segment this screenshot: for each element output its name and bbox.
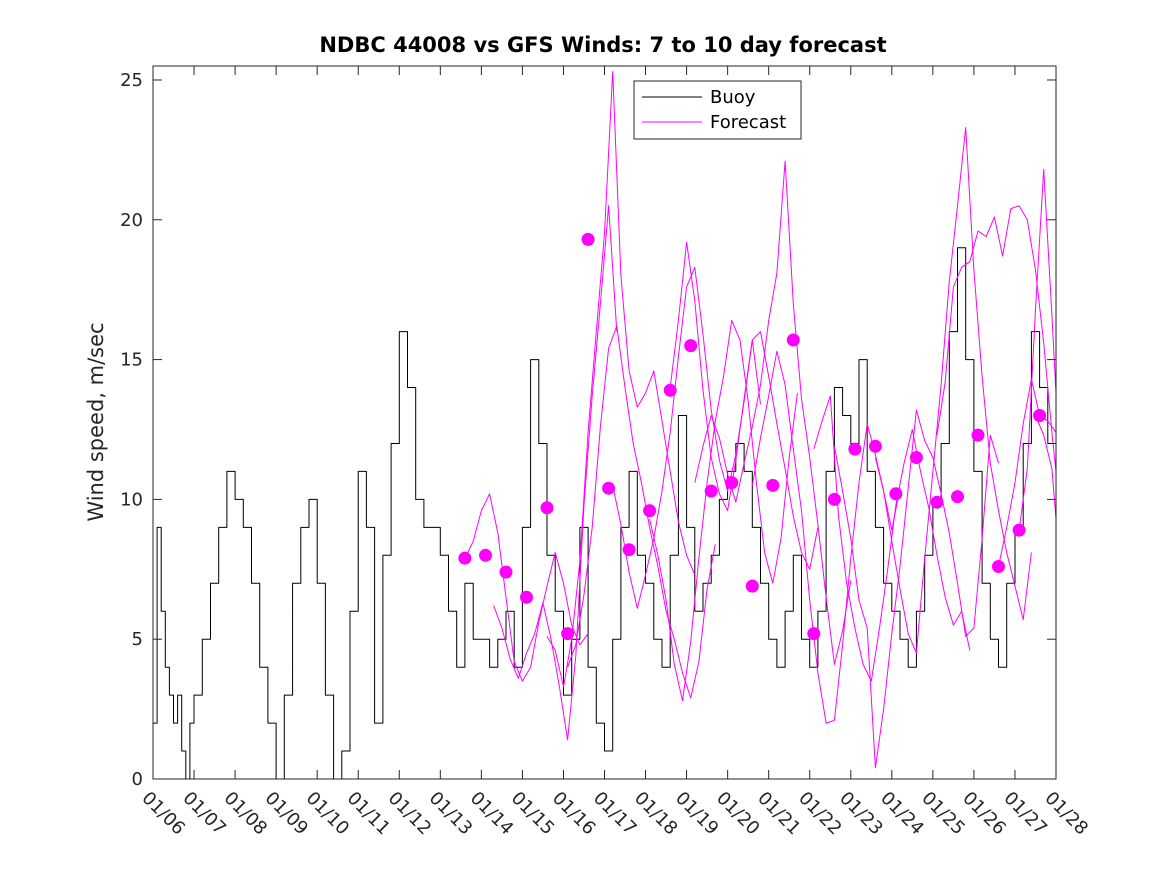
y-tick-label: 10 xyxy=(120,489,143,510)
forecast-point xyxy=(951,490,964,504)
legend-label-forecast: Forecast xyxy=(710,112,786,133)
forecast-point xyxy=(540,501,554,515)
forecast-point xyxy=(520,590,533,604)
forecast-point xyxy=(930,495,944,509)
forecast-line-13 xyxy=(936,205,1057,472)
forecast-point xyxy=(479,548,492,562)
forecast-point xyxy=(766,478,780,492)
legend-box xyxy=(633,80,802,140)
forecast-point xyxy=(499,565,513,579)
y-tick-label: 20 xyxy=(120,210,143,231)
forecast-line-12 xyxy=(874,127,1032,654)
forecast-line-8 xyxy=(694,160,852,665)
forecast-markers xyxy=(458,232,1047,641)
y-axis-label: Wind speed, m/sec xyxy=(84,322,108,521)
forecast-point xyxy=(909,451,923,464)
forecast-line-11 xyxy=(833,409,999,769)
legend-label-buoy: Buoy xyxy=(710,87,756,108)
y-tick-label: 5 xyxy=(132,629,143,650)
forecast-line-6 xyxy=(649,319,798,702)
forecast-point xyxy=(458,551,472,565)
forecast-point xyxy=(581,232,595,246)
forecast-point xyxy=(1033,409,1047,422)
forecast-line-2 xyxy=(493,205,618,741)
forecast-point xyxy=(868,439,882,453)
buoy-line xyxy=(153,247,1057,780)
forecast-point xyxy=(663,383,677,397)
forecast-line-3 xyxy=(546,71,696,688)
forecast-point xyxy=(1012,523,1026,537)
forecast-point xyxy=(807,627,821,641)
forecast-point xyxy=(684,339,698,353)
chart-title: NDBC 44008 vs GFS Winds: 7 to 10 day for… xyxy=(319,33,886,57)
forecast-line-5 xyxy=(612,266,761,609)
forecast-line-16 xyxy=(1035,415,1057,520)
forecast-line-1 xyxy=(464,493,589,682)
forecast-point xyxy=(992,560,1005,573)
forecast-point xyxy=(704,484,718,498)
forecast-point xyxy=(561,627,575,641)
forecast-line-7 xyxy=(669,241,819,570)
forecast-line-9 xyxy=(751,350,901,724)
y-tick-label: 0 xyxy=(132,769,143,790)
forecast-point xyxy=(725,476,739,490)
y-tick-label: 15 xyxy=(120,350,143,371)
forecast-line-14 xyxy=(998,378,1057,567)
forecast-point xyxy=(745,579,759,593)
forecast-point xyxy=(643,504,657,518)
forecast-point xyxy=(602,481,616,495)
forecast-point xyxy=(786,333,800,347)
forecast-line-10 xyxy=(813,395,971,682)
forecast-line-4 xyxy=(567,325,716,699)
forecast-point xyxy=(827,492,841,506)
legend: Buoy Forecast xyxy=(633,80,802,140)
forecast-point xyxy=(971,428,985,442)
forecast-line-15 xyxy=(1018,169,1057,531)
plot-area xyxy=(153,66,1056,779)
forecast-point xyxy=(622,543,636,557)
forecast-point xyxy=(889,487,903,501)
series-layer xyxy=(153,71,1057,780)
forecast-point xyxy=(848,442,862,456)
y-tick-label: 25 xyxy=(120,70,143,91)
